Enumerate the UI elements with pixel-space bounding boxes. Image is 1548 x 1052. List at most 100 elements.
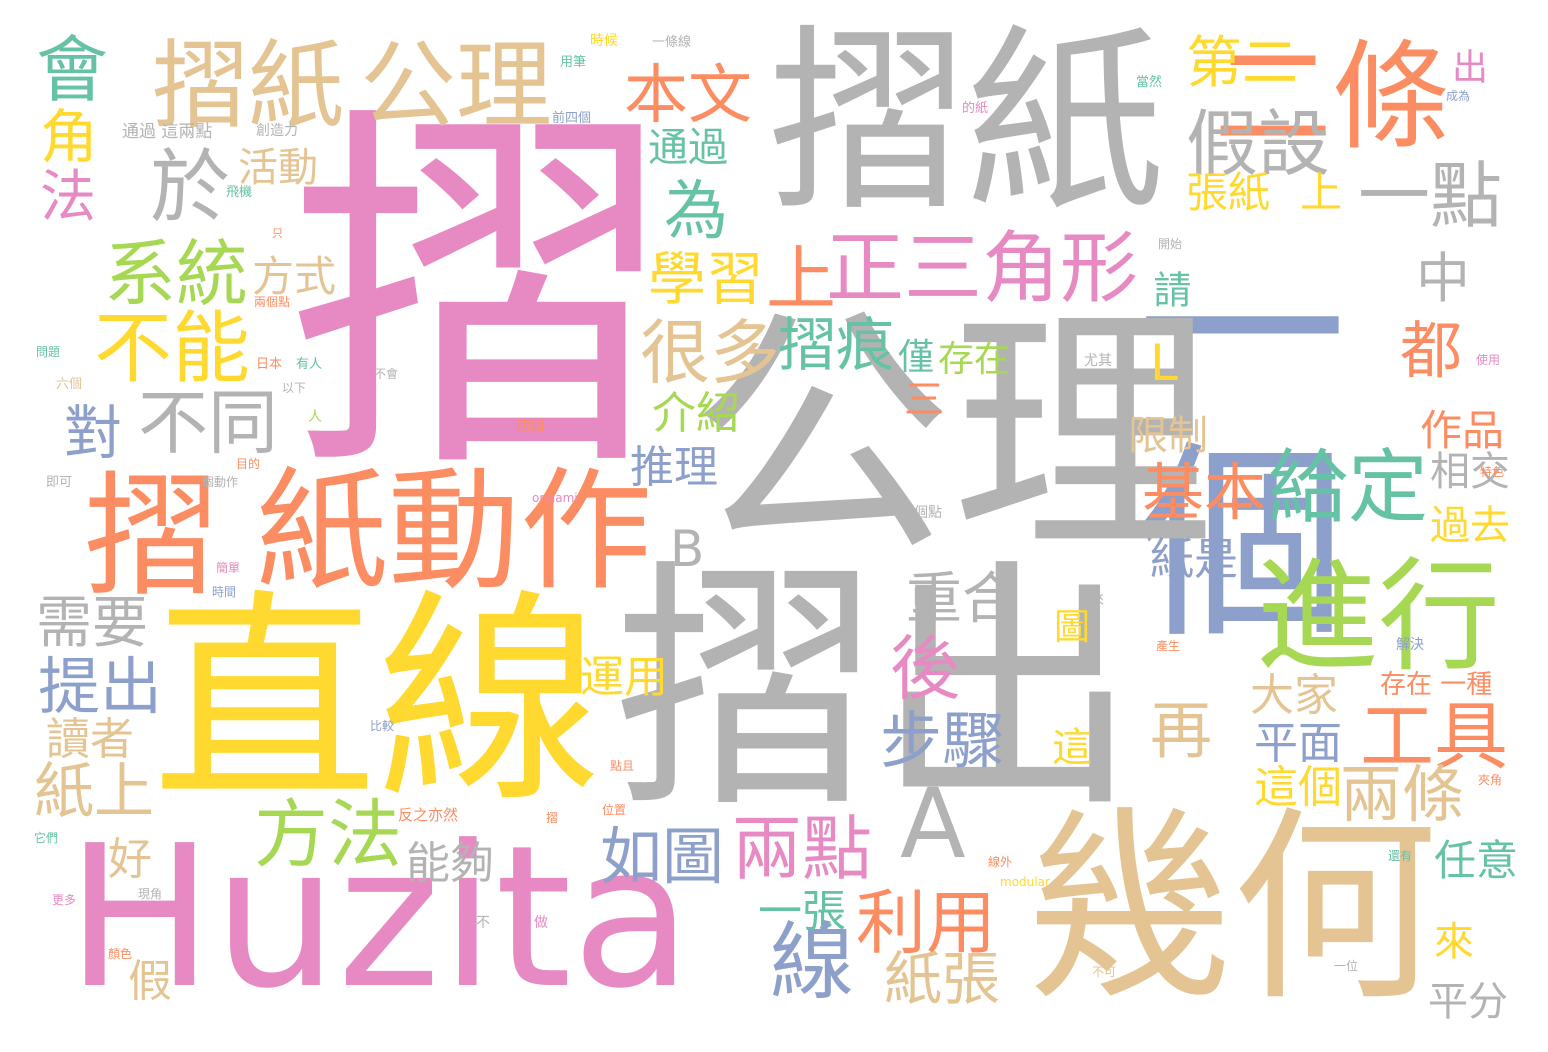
word-yu: 於 (150, 141, 230, 234)
word-zhizhang: 紙張 (884, 945, 1001, 1013)
word-zhezhi-big: 摺紙 (768, 7, 1164, 238)
word-small: 點且 (610, 759, 635, 773)
word-jiao: 角 (40, 103, 99, 171)
word-fangfa: 方法 (254, 792, 402, 878)
word-small: 摺 (546, 811, 559, 825)
word-xuexi: 學習 (648, 245, 765, 313)
word-small: 還有 (1388, 849, 1413, 863)
word-jiben: 基本 (1142, 456, 1267, 529)
word-xianzhi: 限制 (1128, 413, 1208, 459)
word-dajia: 大家 (1250, 670, 1338, 721)
word-small: 顏色 (108, 947, 133, 961)
word-cunzai-green: 存在 (938, 339, 1011, 380)
word-small: 反之亦然 (398, 806, 459, 824)
word-cunzai-yizhong: 存在 一種 (1380, 670, 1493, 700)
word-chu: 出 (1446, 48, 1487, 84)
word-ertiao: 二條 (1214, 28, 1451, 166)
word-small: 六個 (56, 377, 83, 392)
word-xian: 線 (770, 913, 855, 1011)
word-small: 比較 (370, 719, 395, 733)
word-zhishang: 紙上 (34, 757, 154, 827)
word-small: 日本 (256, 357, 283, 372)
word-small: 使用 (1476, 353, 1501, 367)
word-small: 特色 (1480, 465, 1505, 479)
word-small: 不可 (1092, 965, 1117, 979)
word-small: 位置 (602, 803, 627, 817)
word-yunyong: 運用 (580, 652, 668, 703)
word-small: 現角 (138, 887, 163, 901)
word-hui: 會 (36, 28, 109, 112)
word-small: 出來 (1078, 593, 1105, 608)
word-yige: 一個 (1101, 222, 1346, 642)
word-small: 尤其 (1084, 353, 1112, 369)
word-b: B (670, 520, 705, 578)
word-gongju: 工具 (1360, 694, 1508, 780)
word-small: 時間 (212, 585, 237, 599)
word-hou: 後 (890, 628, 960, 710)
word-small: 線外 (988, 855, 1013, 869)
word-small: 問題 (36, 345, 61, 359)
word-small: 四個 (516, 419, 544, 435)
word-liangtiao: 兩條 (1340, 758, 1465, 831)
word-tongguo: 通過 (648, 125, 728, 171)
word-small: 即可 (46, 475, 73, 490)
word-zhe: 這 (1052, 725, 1092, 771)
word-small: 有人 (296, 357, 323, 372)
word-zhechu: 摺出 (614, 538, 1138, 843)
word-jieshao: 介紹 (652, 388, 740, 439)
word-jinxing: 進行 (1256, 546, 1500, 688)
word-zhong: 中 (1416, 247, 1470, 310)
word-small: 成為 (1446, 89, 1471, 103)
word-duzhe: 讀者 (46, 714, 134, 765)
word-jiashe: 假設 (1186, 102, 1331, 186)
word-small: 創造力 (256, 123, 298, 139)
word-a: A (900, 768, 966, 880)
word-liangdian: 兩點 (732, 808, 872, 890)
word-jia: 假 (128, 956, 172, 1007)
word-small: 更多 (52, 893, 77, 907)
word-small: 簡單 (216, 561, 241, 575)
word-butong: 不同 (138, 382, 278, 464)
word-small: 的紙 (962, 101, 989, 116)
word-small: 產生 (1156, 639, 1181, 653)
word-small: 以下 (282, 381, 307, 395)
word-nenggou: 能夠 (406, 838, 494, 889)
word-dou: 都 (1400, 314, 1463, 387)
word-small: 解決 (1396, 637, 1424, 653)
word-liyong: 利用 (856, 882, 996, 964)
word-small: 只 (272, 227, 283, 240)
word-small: 已 (496, 423, 509, 437)
word-guoqu: 過去 (1430, 503, 1510, 549)
word-small: 用筆 (560, 55, 587, 70)
word-zhidongzuo: 紙動作 (256, 455, 652, 609)
word-small: origami (532, 491, 578, 505)
word-fangshi: 方式 (252, 252, 337, 301)
word-small: 目的 (236, 457, 261, 471)
word-xitong: 系統 (104, 232, 249, 316)
word-small: 意思 (492, 367, 517, 381)
word-shang-yellow: 上 (1300, 168, 1343, 217)
word-tuili: 推理 (630, 442, 718, 493)
word-small: 不會 (374, 367, 399, 381)
word-zhege: 這個 (1254, 762, 1342, 813)
word-geiding: 給定 (1268, 441, 1428, 534)
word-small: 個動作 (202, 475, 239, 489)
word-zai: 再 (1150, 694, 1213, 767)
word-small: 開始 (1158, 237, 1183, 251)
word-small: 人 (308, 409, 322, 425)
word-tichu: 提出 (38, 650, 163, 723)
word-small: 通過 這兩點 (122, 122, 213, 142)
word-small: 一位 (1334, 959, 1359, 973)
word-zhezhi-mid: 摺紙 (152, 30, 344, 142)
word-small: 當然 (1136, 75, 1163, 90)
word-small: 飛機 (226, 185, 253, 200)
word-small: 一條線 (652, 35, 692, 50)
word-san: 三 (897, 378, 943, 418)
word-tu: 圖 (1054, 607, 1091, 648)
word-small: 夾角 (1478, 773, 1503, 787)
word-small: 一個點 (900, 505, 942, 521)
word-zhangzhi: 張紙 (1186, 168, 1271, 217)
word-huzita: Huzita (66, 804, 692, 1032)
word-renyi: 任意 (1434, 836, 1519, 885)
